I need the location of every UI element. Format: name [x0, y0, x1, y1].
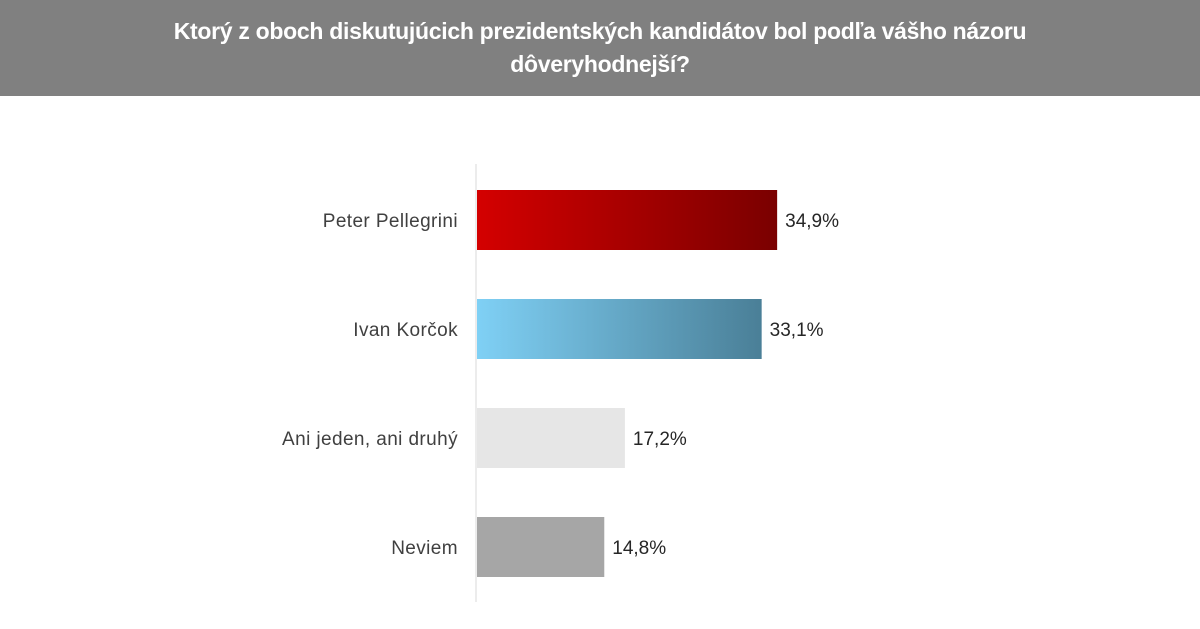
- title-banner: Ktorý z oboch diskutujúcich prezidentský…: [0, 0, 1200, 96]
- category-label: Neviem: [391, 538, 458, 559]
- bar: [477, 408, 625, 468]
- category-label: Ivan Korčok: [353, 320, 458, 341]
- value-label: 17,2%: [633, 429, 687, 450]
- value-label: 14,8%: [612, 538, 666, 559]
- category-label: Peter Pellegrini: [323, 211, 458, 232]
- chart-title: Ktorý z oboch diskutujúcich prezidentský…: [173, 18, 1027, 77]
- bar-chart: Peter Pellegrini 34,9% Ivan Korčok 33,1% Ani…: [282, 164, 839, 602]
- bar: [477, 299, 762, 359]
- value-label: 33,1%: [770, 320, 824, 341]
- value-label: 34,9%: [785, 211, 839, 232]
- bar: [477, 517, 605, 577]
- bar: [477, 190, 778, 250]
- category-label: Ani jeden, ani druhý: [282, 429, 458, 450]
